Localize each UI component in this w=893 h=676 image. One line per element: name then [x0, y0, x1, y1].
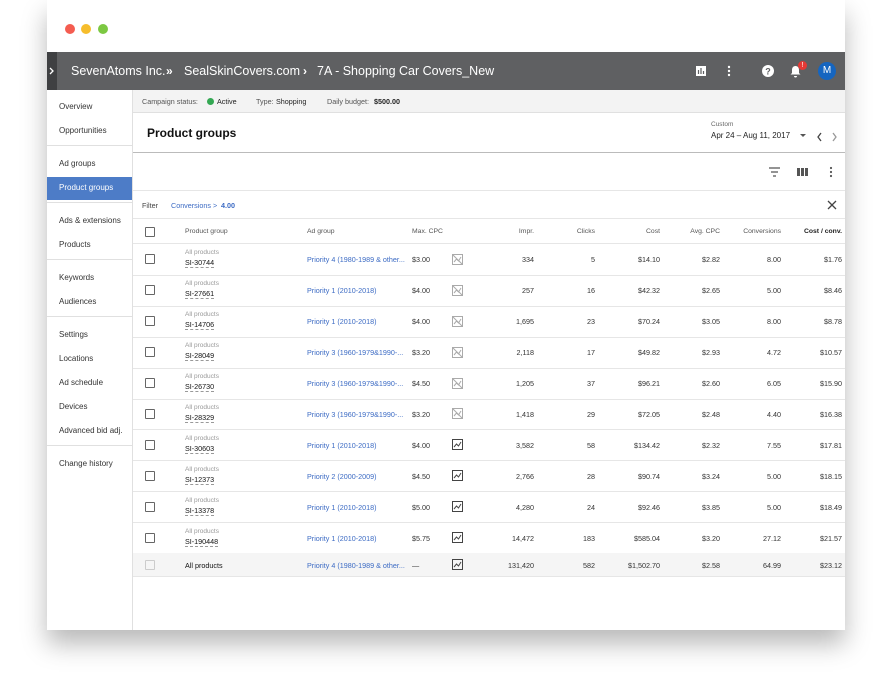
checkbox[interactable] — [145, 378, 155, 388]
product-category: All products — [185, 311, 219, 318]
cost-conv: $10.57 — [762, 348, 842, 357]
product-category: All products — [185, 466, 219, 473]
row-divider — [133, 522, 845, 523]
max-cpc: $4.50 — [412, 379, 430, 388]
row-divider — [133, 306, 845, 307]
max-cpc: $5.75 — [412, 534, 430, 543]
cost-conv: $8.78 — [762, 317, 842, 326]
product-category: All products — [185, 342, 219, 349]
cost-conv: $17.81 — [762, 441, 842, 450]
max-cpc: $3.20 — [412, 410, 430, 419]
product-group: All products — [185, 561, 223, 570]
row-divider — [133, 368, 845, 369]
cost-conv: $18.15 — [762, 472, 842, 481]
product-category: All products — [185, 435, 219, 442]
ad-group-link[interactable]: Priority 1 (2010-2018) — [307, 534, 377, 543]
product-category: All products — [185, 280, 219, 287]
ad-group-link[interactable]: Priority 1 (2010-2018) — [307, 286, 377, 295]
ad-group-link[interactable]: Priority 3 (1960-1979&1990-... — [307, 410, 403, 419]
product-category: All products — [185, 249, 219, 256]
row-divider — [133, 460, 845, 461]
product-category: All products — [185, 528, 219, 535]
ad-group-link[interactable]: Priority 1 (2010-2018) — [307, 441, 377, 450]
row-divider — [133, 576, 845, 577]
checkbox[interactable] — [145, 471, 155, 481]
cost-conv: $15.90 — [762, 379, 842, 388]
product-id[interactable]: SI-190448 — [185, 537, 218, 547]
max-cpc: $5.00 — [412, 503, 430, 512]
ad-group-link[interactable]: Priority 3 (1960-1979&1990-... — [307, 348, 403, 357]
checkbox[interactable] — [145, 440, 155, 450]
product-id[interactable]: SI-12373 — [185, 475, 214, 485]
cost-conv: $16.38 — [762, 410, 842, 419]
checkbox[interactable] — [145, 409, 155, 419]
cost-conv: $23.12 — [762, 561, 842, 570]
product-id[interactable]: SI-30744 — [185, 258, 214, 268]
ad-group-link[interactable]: Priority 2 (2000-2009) — [307, 472, 377, 481]
cost-conv: $1.76 — [762, 255, 842, 264]
column-header[interactable]: Cost / conv. — [762, 228, 842, 235]
max-cpc: $4.00 — [412, 317, 430, 326]
max-cpc: $4.00 — [412, 286, 430, 295]
product-id[interactable]: SI-30603 — [185, 444, 214, 454]
column-header[interactable]: Ad group — [307, 228, 335, 235]
product-id[interactable]: SI-28329 — [185, 413, 214, 423]
product-id[interactable]: SI-27661 — [185, 289, 214, 299]
product-category: All products — [185, 373, 219, 380]
divider — [133, 243, 845, 244]
ad-group-link[interactable]: Priority 1 (2010-2018) — [307, 317, 377, 326]
ad-group-link[interactable]: Priority 4 (1980-1989 & other... — [307, 561, 405, 570]
column-header[interactable]: Product group — [185, 228, 228, 235]
row-divider — [133, 399, 845, 400]
max-cpc: $3.20 — [412, 348, 430, 357]
ad-group-link[interactable]: Priority 1 (2010-2018) — [307, 503, 377, 512]
row-divider — [133, 275, 845, 276]
product-category: All products — [185, 404, 219, 411]
max-cpc: $3.00 — [412, 255, 430, 264]
cost-conv: $8.46 — [762, 286, 842, 295]
ad-group-link[interactable]: Priority 3 (1960-1979&1990-... — [307, 379, 403, 388]
product-category: All products — [185, 497, 219, 504]
max-cpc: $4.00 — [412, 441, 430, 450]
checkbox[interactable] — [145, 502, 155, 512]
checkbox[interactable] — [145, 347, 155, 357]
cost-conv: $21.57 — [762, 534, 842, 543]
row-divider — [133, 429, 845, 430]
product-id[interactable]: SI-26730 — [185, 382, 214, 392]
checkbox — [145, 560, 155, 570]
product-id[interactable]: SI-28049 — [185, 351, 214, 361]
checkbox[interactable] — [145, 533, 155, 543]
checkbox[interactable] — [145, 285, 155, 295]
max-cpc: $4.50 — [412, 472, 430, 481]
table: Product groupAd groupMax. CPCImpr.Clicks… — [47, 0, 845, 630]
row-divider — [133, 491, 845, 492]
product-id[interactable]: SI-13378 — [185, 506, 214, 516]
checkbox[interactable] — [145, 316, 155, 326]
row-divider — [133, 337, 845, 338]
max-cpc: — — [412, 561, 419, 570]
cost-conv: $18.49 — [762, 503, 842, 512]
product-id[interactable]: SI-14706 — [185, 320, 214, 330]
ad-group-link[interactable]: Priority 4 (1980-1989 & other... — [307, 255, 405, 264]
browser-window: SevenAtoms Inc. » SealSkinCovers.com › 7… — [47, 0, 845, 630]
checkbox[interactable] — [145, 227, 155, 237]
column-header[interactable]: Max. CPC — [412, 228, 443, 235]
checkbox[interactable] — [145, 254, 155, 264]
